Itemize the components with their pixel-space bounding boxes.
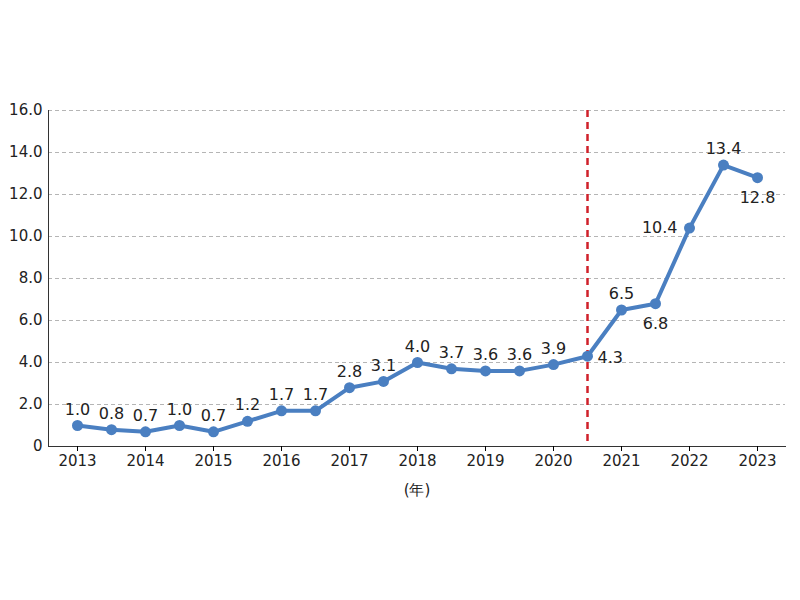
svg-text:10.4: 10.4: [642, 218, 678, 237]
svg-text:2013: 2013: [58, 452, 96, 470]
svg-text:0.7: 0.7: [201, 406, 226, 425]
svg-text:4.0: 4.0: [19, 353, 43, 371]
svg-text:12.8: 12.8: [740, 188, 776, 207]
svg-text:2.0: 2.0: [19, 395, 43, 413]
svg-text:2020: 2020: [534, 452, 572, 470]
svg-text:1.2: 1.2: [235, 395, 260, 414]
svg-text:13.4: 13.4: [706, 139, 742, 158]
svg-text:14.0: 14.0: [9, 143, 42, 161]
svg-text:16.0: 16.0: [9, 101, 42, 119]
svg-text:6.5: 6.5: [609, 284, 634, 303]
svg-text:0.8: 0.8: [99, 404, 124, 423]
svg-text:0.7: 0.7: [133, 406, 158, 425]
svg-text:6.0: 6.0: [19, 311, 43, 329]
svg-text:3.9: 3.9: [541, 339, 566, 358]
svg-text:1.7: 1.7: [303, 385, 328, 404]
svg-text:12.0: 12.0: [9, 185, 42, 203]
svg-text:3.7: 3.7: [439, 343, 464, 362]
svg-text:2018: 2018: [398, 452, 436, 470]
svg-text:1.0: 1.0: [65, 400, 90, 419]
svg-text:(年): (年): [404, 481, 431, 499]
svg-text:2019: 2019: [466, 452, 504, 470]
svg-text:2.8: 2.8: [337, 362, 362, 381]
svg-text:1.0: 1.0: [167, 400, 192, 419]
svg-text:8.0: 8.0: [19, 269, 43, 287]
svg-text:2015: 2015: [194, 452, 232, 470]
svg-text:2021: 2021: [602, 452, 640, 470]
svg-text:3.1: 3.1: [371, 356, 396, 375]
svg-text:0: 0: [33, 437, 43, 455]
svg-text:4.3: 4.3: [598, 348, 623, 367]
svg-text:3.6: 3.6: [473, 345, 498, 364]
svg-text:2016: 2016: [262, 452, 300, 470]
svg-text:2017: 2017: [330, 452, 368, 470]
svg-text:1.7: 1.7: [269, 385, 294, 404]
svg-text:10.0: 10.0: [9, 227, 42, 245]
svg-text:2023: 2023: [738, 452, 776, 470]
svg-text:2014: 2014: [126, 452, 164, 470]
svg-text:4.0: 4.0: [405, 337, 430, 356]
svg-text:6.8: 6.8: [643, 314, 668, 333]
svg-text:2022: 2022: [670, 452, 708, 470]
svg-text:3.6: 3.6: [507, 345, 532, 364]
